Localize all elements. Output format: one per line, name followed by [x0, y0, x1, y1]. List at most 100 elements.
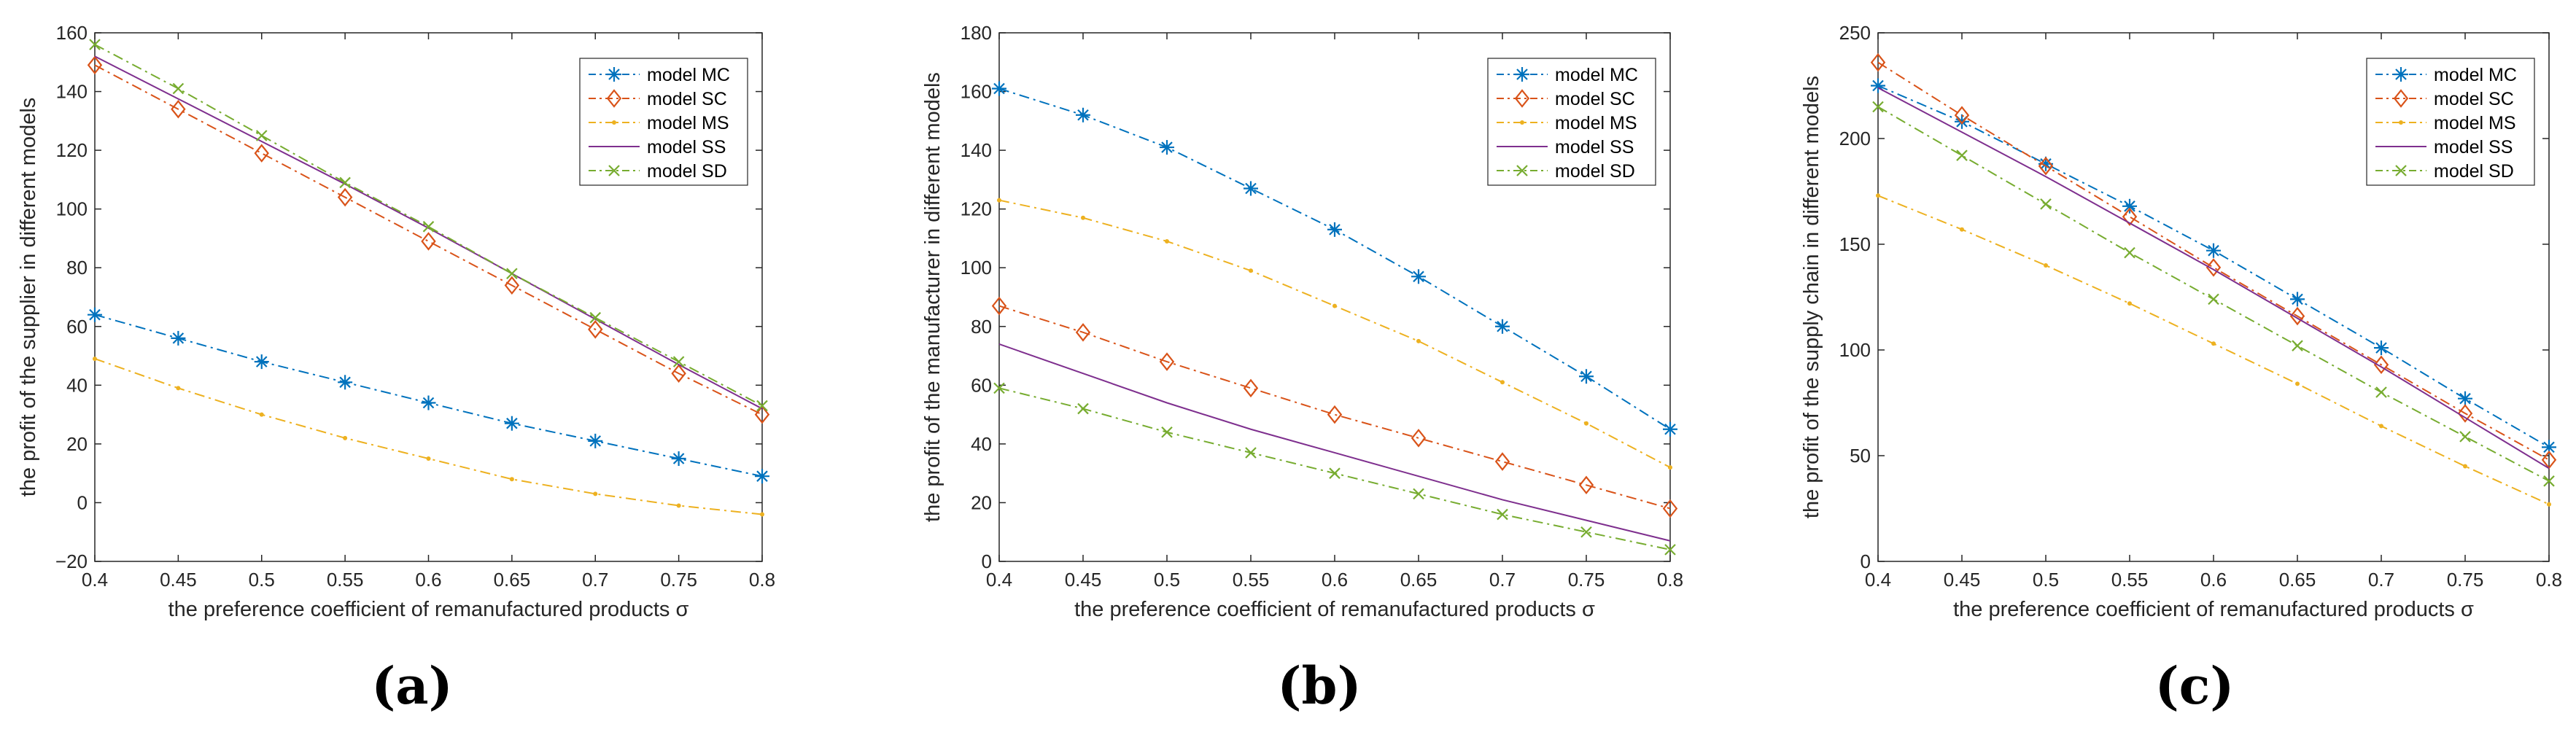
data-point: [1662, 499, 1678, 518]
legend-label: model SD: [2434, 161, 2514, 182]
series-model-mc: [88, 307, 769, 484]
data-point: [1249, 268, 1253, 273]
data-point: [87, 55, 103, 75]
x-tick-label: 0.45: [1944, 569, 1981, 591]
x-tick-label: 0.4: [986, 569, 1012, 591]
data-point: [997, 198, 1001, 203]
legend-marker: [608, 165, 620, 176]
data-point: [1411, 269, 1426, 284]
data-point: [1500, 380, 1505, 385]
data-point: [1663, 421, 1677, 437]
data-point: [1416, 338, 1421, 343]
data-point: [1165, 238, 1169, 244]
data-point: [1327, 222, 1342, 237]
y-tick-label: 180: [961, 22, 992, 44]
legend-label: model SS: [2434, 137, 2513, 157]
legend: model MC model SC model MS model SS model SD: [579, 58, 748, 186]
y-tick-label: 140: [56, 81, 88, 103]
data-point: [2457, 404, 2473, 423]
legend-label: model SD: [647, 161, 727, 182]
legend-marker: [2395, 165, 2407, 176]
y-axis-label: the profit of the manufacturer in differ…: [921, 72, 944, 522]
legend-item-model-mc: model MC: [589, 65, 730, 85]
x-tick-label: 0.5: [2033, 569, 2059, 591]
data-point: [171, 330, 186, 346]
data-point: [172, 82, 185, 95]
x-tick-label: 0.5: [1154, 569, 1180, 591]
legend-label: model SC: [1555, 89, 1635, 109]
y-tick-label: 20: [66, 433, 88, 455]
series-model-sd: [993, 382, 1676, 556]
y-tick-label: 150: [1839, 233, 1871, 255]
data-point: [676, 503, 681, 508]
y-tick-label: 80: [971, 316, 992, 338]
data-point: [176, 386, 181, 391]
chart-panel-b: 0.4 0.45 0.5 0.55 0.6 0.65 0.7 0.75 0.8 0 20 40 60 80…: [921, 22, 1683, 621]
data-point: [2044, 263, 2048, 268]
x-tick-label: 0.8: [1657, 569, 1683, 591]
legend-marker: [2393, 89, 2409, 108]
data-point: [992, 81, 1006, 96]
series-model-ms: [1876, 193, 2551, 507]
y-tick-label: 100: [56, 198, 88, 220]
x-tick-label: 0.5: [249, 569, 275, 591]
y-tick-label: 40: [66, 374, 88, 396]
y-tick-label: 80: [66, 257, 88, 279]
data-point: [1329, 467, 1341, 479]
data-point: [756, 400, 768, 412]
legend-label: model MS: [2434, 113, 2516, 133]
legend-marker: [1514, 89, 1530, 108]
data-point: [2459, 431, 2471, 443]
data-point: [993, 382, 1005, 394]
x-tick-label: 0.75: [1568, 569, 1605, 591]
x-tick-label: 0.65: [2279, 569, 2316, 591]
data-point: [2295, 381, 2300, 386]
y-tick-label: 20: [971, 491, 992, 513]
y-tick-label: 0: [1861, 550, 1871, 572]
data-point: [2373, 355, 2389, 375]
data-point: [421, 395, 436, 410]
data-point: [259, 412, 264, 417]
data-point: [421, 232, 436, 251]
x-tick-label: 0.7: [582, 569, 608, 591]
data-point: [2289, 306, 2305, 326]
data-point: [593, 491, 598, 497]
data-point: [1327, 405, 1343, 424]
data-point: [337, 187, 353, 207]
legend-label: model MC: [2434, 65, 2517, 85]
legend-item-model-ss: model SS: [2375, 137, 2513, 157]
legend-item-model-sd: model SD: [2375, 161, 2514, 182]
data-point: [1077, 402, 1089, 415]
data-point: [2122, 207, 2138, 227]
legend-marker: [1515, 67, 1529, 82]
x-tick-label: 0.8: [749, 569, 775, 591]
data-point: [589, 311, 602, 324]
x-tick-label: 0.55: [2111, 569, 2149, 591]
data-point: [2379, 424, 2383, 429]
legend-item-model-ms: model MS: [589, 113, 729, 133]
legend-marker: [2399, 120, 2403, 125]
x-tick-label: 0.45: [160, 569, 197, 591]
series-model-mc: [992, 81, 1677, 437]
x-axis-label: the preference coefficient of remanufact…: [1074, 598, 1595, 621]
data-point: [2374, 340, 2389, 356]
data-point: [2040, 198, 2052, 210]
data-point: [671, 364, 686, 383]
y-tick-label: 100: [1839, 339, 1871, 361]
series-line: [998, 343, 1671, 542]
y-tick-label: 160: [56, 22, 88, 44]
data-point: [2122, 198, 2137, 214]
data-point: [93, 357, 97, 362]
chart-panel-c: 0.4 0.45 0.5 0.55 0.6 0.65 0.7 0.75 0.8 0 50 100 150…: [1800, 22, 2562, 621]
data-point: [1161, 426, 1173, 438]
data-point: [2127, 301, 2132, 306]
x-tick-label: 0.55: [327, 569, 364, 591]
series-model-sc: [87, 55, 770, 424]
data-point: [1578, 475, 1594, 495]
legend-label: model SD: [1555, 161, 1635, 182]
data-point: [1413, 488, 1424, 500]
legend-item-model-mc: model MC: [2375, 65, 2517, 85]
legend-label: model MC: [1555, 65, 1638, 85]
legend-item-model-sc: model SC: [2375, 89, 2514, 109]
data-point: [1160, 140, 1174, 155]
